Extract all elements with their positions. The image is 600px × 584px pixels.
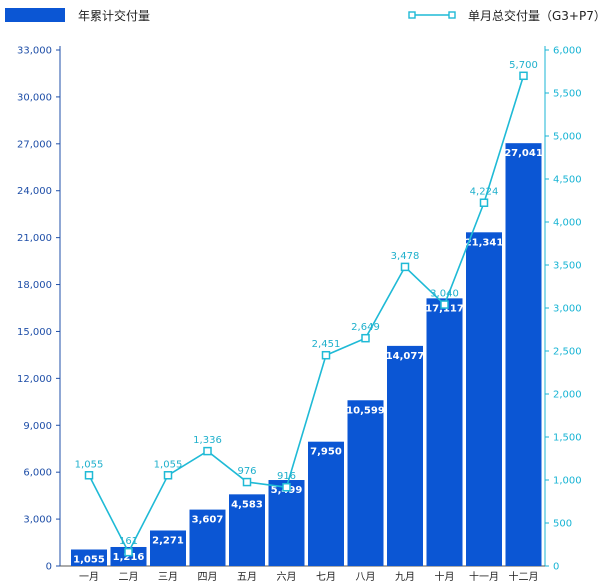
bar (466, 232, 502, 566)
line-point (163, 471, 173, 480)
right-axis-tick-label: 1,500 (553, 433, 582, 444)
x-axis-tick-label: 十月 (435, 570, 455, 583)
bar-value-label: 10,599 (346, 405, 385, 416)
bar-series: 1,0551,2162,2713,6074,5835,4997,95010,59… (71, 143, 543, 566)
line-point (440, 300, 449, 309)
right-axis-tick-label: 2,000 (553, 390, 582, 401)
line-point (84, 471, 94, 480)
x-axis-tick-label: 七月 (316, 571, 336, 583)
left-axis-tick-label: 15,000 (17, 327, 52, 338)
right-axis-tick-label: 5,000 (553, 132, 582, 143)
x-axis-tick-label: 八月 (356, 571, 376, 583)
line-value-label: 1,055 (75, 459, 104, 470)
legend-bar-label: 年累计交付量 (78, 8, 150, 23)
x-axis-tick-label: 九月 (395, 571, 415, 583)
line-point (203, 446, 212, 456)
left-axis-tick-label: 30,000 (17, 92, 52, 103)
right-axis-tick-label: 500 (553, 519, 572, 530)
x-axis-tick-label: 四月 (198, 571, 218, 583)
right-axis-tick-label: 2,500 (553, 347, 582, 358)
right-axis: 0 500 1,000 1,500 2,000 2,500 3,000 3,500 4,000 4… (544, 46, 582, 573)
x-axis-tick-label: 六月 (277, 571, 297, 583)
line-point (361, 333, 370, 343)
left-axis-tick-label: 3,000 (23, 515, 52, 526)
line-value-label: 2,451 (312, 339, 341, 350)
line-value-label: 5,700 (509, 60, 538, 71)
left-axis-tick-label: 12,000 (17, 374, 52, 385)
right-axis-tick-label: 5,500 (553, 89, 582, 100)
bar (308, 441, 344, 566)
bar (71, 549, 107, 566)
line-value-label: 2,649 (351, 322, 380, 333)
bar (110, 546, 147, 566)
line-value-label: 1,055 (154, 459, 183, 470)
left-axis-tick-label: 18,000 (17, 280, 52, 291)
bar-value-label: 1,216 (113, 552, 145, 563)
line-point (242, 477, 252, 487)
left-axis-tick-label: 21,000 (17, 233, 52, 244)
bar (505, 143, 542, 566)
line-value-label: 1,336 (193, 435, 222, 446)
line-value-label: 3,478 (391, 251, 420, 262)
bar (189, 509, 226, 566)
legend-line-label: 单月总交付量（G3+P7） (468, 8, 600, 23)
right-axis-tick-label: 1,000 (553, 476, 582, 487)
left-axis-tick-label: 33,000 (17, 46, 52, 57)
right-axis-tick-label: 6,000 (553, 46, 582, 57)
x-axis: 一月 二月 三月 四月 五月 六月 七月 八月 九月 十月 十一月 十二月 (60, 565, 545, 583)
legend-bar-swatch (5, 8, 65, 22)
line-point (282, 482, 291, 492)
left-axis: 0 3,000 6,000 9,000 12,000 15,000 18,000 21,000… (17, 46, 61, 573)
bar-value-label: 1,055 (73, 555, 105, 566)
bar (426, 298, 463, 566)
bar-value-label: 2,271 (152, 535, 184, 546)
line-series: 1,055 161 1,055 1,336 976 916 2,451 2,649 3,478 3… (75, 60, 538, 557)
right-axis-tick-label: 3,500 (553, 261, 582, 272)
line-point (479, 198, 489, 207)
bar-value-label: 4,583 (231, 499, 263, 510)
right-axis-tick-label: 3,000 (553, 304, 582, 315)
left-axis-tick-label: 9,000 (23, 421, 52, 432)
line-point (321, 350, 331, 360)
legend-line-marker (448, 11, 456, 19)
line-value-label: 916 (277, 471, 296, 482)
x-axis-tick-label: 五月 (237, 571, 257, 583)
line-point (519, 71, 528, 81)
x-axis-tick-label: 十一月 (469, 570, 499, 583)
bar (347, 400, 384, 566)
left-axis-tick-label: 24,000 (17, 186, 52, 197)
x-axis-tick-label: 二月 (119, 571, 139, 583)
bar (229, 494, 265, 566)
bar (387, 345, 423, 566)
bar-value-label: 21,341 (465, 237, 504, 248)
line-value-label: 976 (237, 466, 256, 477)
right-axis-tick-label: 4,500 (553, 175, 582, 186)
legend: 年累计交付量 单月总交付量（G3+P7） (5, 8, 600, 23)
bar (150, 530, 186, 566)
line-point (400, 262, 410, 272)
x-axis-tick-label: 一月 (79, 571, 99, 583)
line-path (88, 75, 525, 554)
bar-value-label: 3,607 (192, 515, 224, 526)
bar-value-label: 17,117 (425, 303, 464, 314)
bar-value-label: 14,077 (386, 351, 425, 362)
legend-line-marker (408, 11, 416, 19)
bar-value-label: 27,041 (504, 148, 543, 159)
x-axis-tick-label: 十二月 (509, 570, 539, 583)
line-point (124, 547, 133, 557)
left-axis-tick-label: 27,000 (17, 139, 52, 150)
right-axis-tick-label: 0 (553, 562, 559, 573)
left-axis-tick-label: 0 (46, 562, 52, 573)
bar-value-label: 7,950 (310, 447, 342, 458)
bar (268, 480, 305, 566)
line-value-label: 161 (119, 536, 138, 547)
line-value-label: 3,040 (430, 289, 459, 300)
line-value-label: 4,224 (470, 187, 499, 198)
right-axis-tick-label: 4,000 (553, 218, 582, 229)
left-axis-tick-label: 6,000 (23, 468, 52, 479)
x-axis-tick-label: 三月 (158, 571, 178, 583)
